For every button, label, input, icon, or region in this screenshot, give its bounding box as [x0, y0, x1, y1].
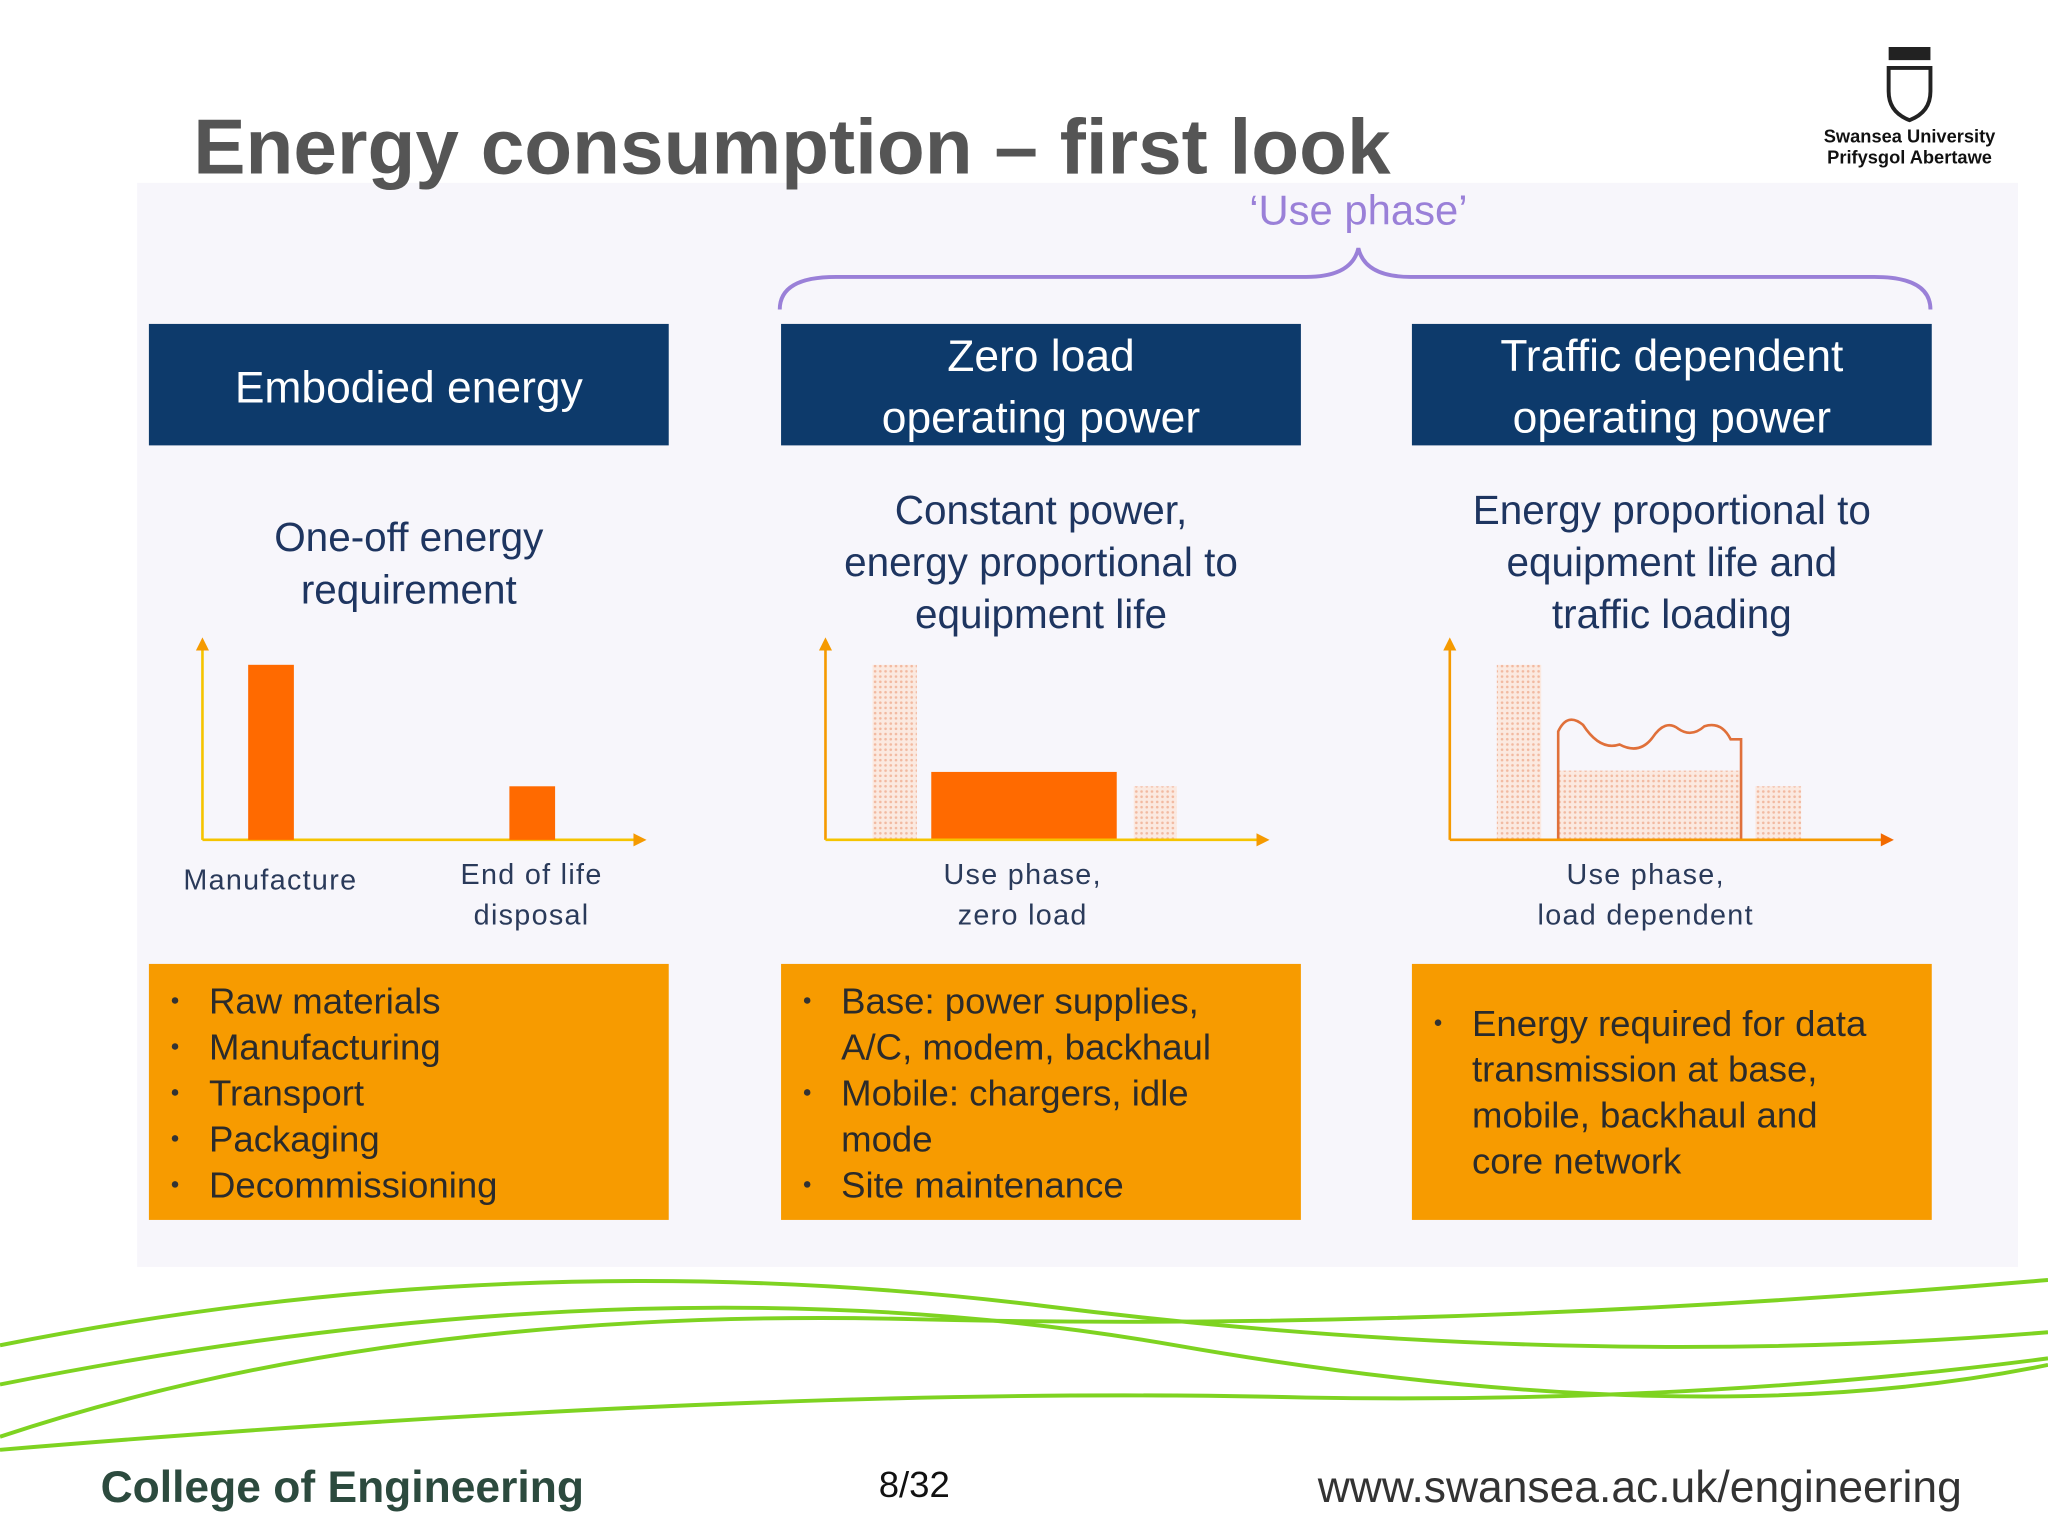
header-box: [1411, 323, 1932, 446]
bullet-text: Manufacturing: [209, 1027, 441, 1068]
header-text: Embodied energy: [235, 363, 584, 412]
bullet-text: mobile, backhaul and: [1472, 1095, 1818, 1136]
bullet-dot: [803, 1181, 811, 1188]
bullet-text: A/C, modem, backhaul: [841, 1027, 1211, 1068]
bullet-text: Base: power supplies,: [841, 981, 1199, 1022]
axis-label: disposal: [474, 900, 590, 932]
bullet-dot: [803, 1089, 811, 1096]
bullet-text: transmission at base,: [1472, 1049, 1817, 1090]
bullet-box: [781, 963, 1301, 1220]
bullet-text: core network: [1472, 1141, 1682, 1182]
bullet-text: Energy required for data: [1472, 1003, 1867, 1044]
bullet-dot: [1434, 1019, 1442, 1026]
header-text: Zero load: [947, 332, 1135, 381]
axis-label: Use phase,: [944, 859, 1102, 891]
bullet-text: mode: [841, 1118, 932, 1159]
chart-zero-load: [818, 637, 1270, 847]
bullet-box: [1411, 963, 1932, 1220]
bullet-text: Mobile: chargers, idle: [841, 1073, 1189, 1114]
chart-traffic: [1443, 637, 1894, 847]
header-text: operating power: [882, 393, 1201, 442]
header-text: Traffic dependent: [1500, 332, 1844, 381]
bullet-box: [148, 963, 669, 1220]
axis-label: zero load: [958, 900, 1088, 932]
footer-college: College of Engineering: [101, 1463, 584, 1512]
description: Energy proportional to: [1473, 487, 1871, 533]
use-phase-label: ‘Use phase’: [1249, 187, 1467, 234]
bullet-dot: [171, 1043, 179, 1050]
bullet-dot: [171, 1181, 179, 1188]
header-text: operating power: [1513, 393, 1832, 442]
axis-label: Use phase,: [1567, 859, 1725, 891]
header-box: [148, 323, 669, 446]
description: traffic loading: [1552, 591, 1792, 637]
logo-name-welsh: Prifysgol Abertawe: [1827, 146, 1992, 167]
description: requirement: [301, 566, 517, 612]
bullet-text: Decommissioning: [209, 1164, 498, 1205]
logo: Swansea University Prifysgol Abertawe: [1824, 47, 1996, 167]
header-box: [781, 323, 1301, 446]
green-swooshes: [0, 1278, 2048, 1452]
footer-url: www.swansea.ac.uk/engineering: [1317, 1463, 1962, 1512]
chart-embodied: [195, 637, 647, 847]
page-number: 8/32: [879, 1464, 950, 1505]
bullet-dot: [171, 997, 179, 1004]
use-phase-brace: [777, 247, 1933, 310]
bullet-dot: [171, 1089, 179, 1096]
bullet-dot: [171, 1135, 179, 1142]
description: energy proportional to: [844, 539, 1238, 585]
axis-label: load dependent: [1538, 900, 1754, 932]
slide-title: Energy consumption – first look: [193, 103, 1391, 191]
bullet-text: Packaging: [209, 1118, 380, 1159]
bullet-dot: [803, 997, 811, 1004]
bullet-text: Site maintenance: [841, 1164, 1124, 1205]
description: One-off energy: [274, 514, 544, 560]
bullet-text: Raw materials: [209, 981, 441, 1022]
description: equipment life: [915, 591, 1167, 637]
description: equipment life and: [1506, 539, 1837, 585]
axis-label: Manufacture: [183, 864, 357, 896]
logo-name: Swansea University: [1824, 125, 1996, 146]
description: Constant power,: [895, 487, 1187, 533]
bullet-text: Transport: [209, 1073, 364, 1114]
axis-label: End of life: [461, 859, 603, 891]
